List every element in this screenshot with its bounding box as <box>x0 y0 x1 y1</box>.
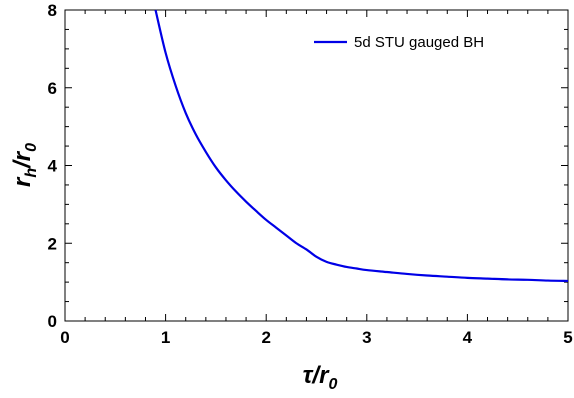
x-axis-title: τ/r0 <box>303 362 338 393</box>
x-tick-labels: 0 1 2 3 4 5 <box>60 328 572 347</box>
y-tick-label: 6 <box>48 79 57 98</box>
x-tick-label: 2 <box>261 328 270 347</box>
x-tick-label: 1 <box>161 328 170 347</box>
legend-label: 5d STU gauged BH <box>354 34 484 51</box>
y-axis-title-mid: /r <box>9 150 36 169</box>
x-axis-title-sub: 0 <box>328 376 337 393</box>
x-tick-label: 0 <box>60 328 69 347</box>
plot-frame <box>64 9 569 322</box>
y-tick-label: 4 <box>48 157 58 176</box>
y-tick-label: 2 <box>48 234 57 253</box>
y-tick-label: 0 <box>48 312 57 331</box>
y-axis-title-sub2: 0 <box>23 143 40 152</box>
y-axis-title-main: r <box>9 176 36 187</box>
series-layer <box>154 9 569 283</box>
x-tick-label: 3 <box>362 328 371 347</box>
legend: 5d STU gauged BH <box>314 34 484 51</box>
x-axis-title-main: τ/r <box>303 362 330 389</box>
x-tick-label: 4 <box>463 328 473 347</box>
x-tick-label: 5 <box>563 328 572 347</box>
y-axis-title-sub1: h <box>23 168 40 178</box>
series-line <box>154 9 569 283</box>
y-tick-labels: 0 2 4 6 8 <box>48 1 58 331</box>
y-axis-title: rh/r0 <box>9 143 40 187</box>
y-tick-label: 8 <box>48 1 57 20</box>
axis-ticks <box>64 9 569 322</box>
